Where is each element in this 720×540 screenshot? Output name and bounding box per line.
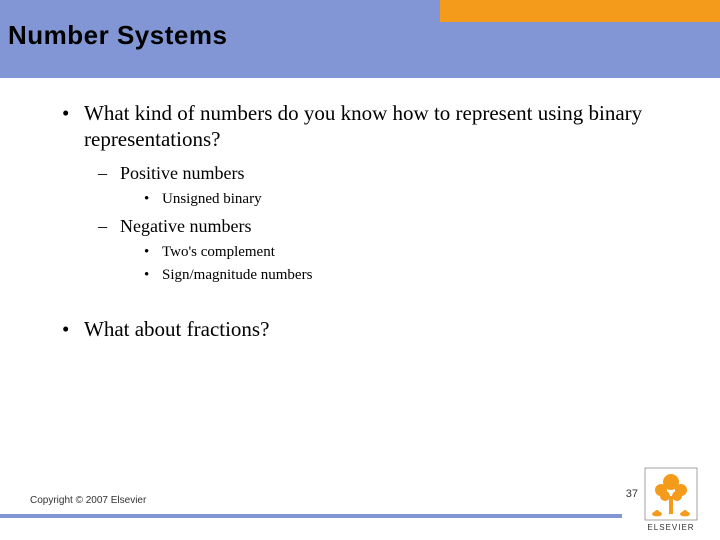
bullet-text: What about fractions?	[84, 317, 269, 341]
elsevier-tree-icon	[643, 466, 699, 522]
bullet-text: Positive numbers	[120, 163, 245, 183]
slide-title: Number Systems	[8, 20, 227, 51]
bullet-text: Unsigned binary	[162, 191, 262, 207]
bullet-item: Negative numbers Two's complement Sign/m…	[84, 214, 680, 286]
bullet-item: Unsigned binary	[120, 189, 680, 210]
top-accent-bar	[440, 0, 720, 22]
bullet-item: What kind of numbers do you know how to …	[54, 100, 680, 286]
bullet-item: Sign/magnitude numbers	[120, 265, 680, 286]
bullet-item: Two's complement	[120, 242, 680, 263]
page-number: 37	[626, 488, 638, 500]
bullet-list-level1: What kind of numbers do you know how to …	[54, 100, 680, 286]
bullet-list-level3: Unsigned binary	[120, 189, 680, 210]
publisher-logo: ELSEVIER	[640, 458, 702, 532]
bullet-item: Positive numbers Unsigned binary	[84, 161, 680, 210]
bottom-accent-bar	[0, 514, 622, 518]
bullet-text: Sign/magnitude numbers	[162, 267, 312, 283]
title-bar-extension	[440, 22, 720, 78]
bullet-list-level3: Two's complement Sign/magnitude numbers	[120, 242, 680, 286]
bullet-text: What kind of numbers do you know how to …	[84, 101, 642, 151]
content-area: What kind of numbers do you know how to …	[54, 100, 680, 348]
slide: Number Systems What kind of numbers do y…	[0, 0, 720, 540]
bullet-list-level2: Positive numbers Unsigned binary Negativ…	[84, 161, 680, 287]
bullet-text: Two's complement	[162, 244, 275, 260]
copyright-text: Copyright © 2007 Elsevier	[30, 495, 146, 506]
bullet-item: What about fractions?	[54, 316, 680, 342]
bullet-text: Negative numbers	[120, 216, 251, 236]
spacer	[54, 292, 680, 316]
title-bar: Number Systems	[0, 0, 440, 78]
publisher-name: ELSEVIER	[647, 523, 694, 532]
bullet-list-level1: What about fractions?	[54, 316, 680, 342]
